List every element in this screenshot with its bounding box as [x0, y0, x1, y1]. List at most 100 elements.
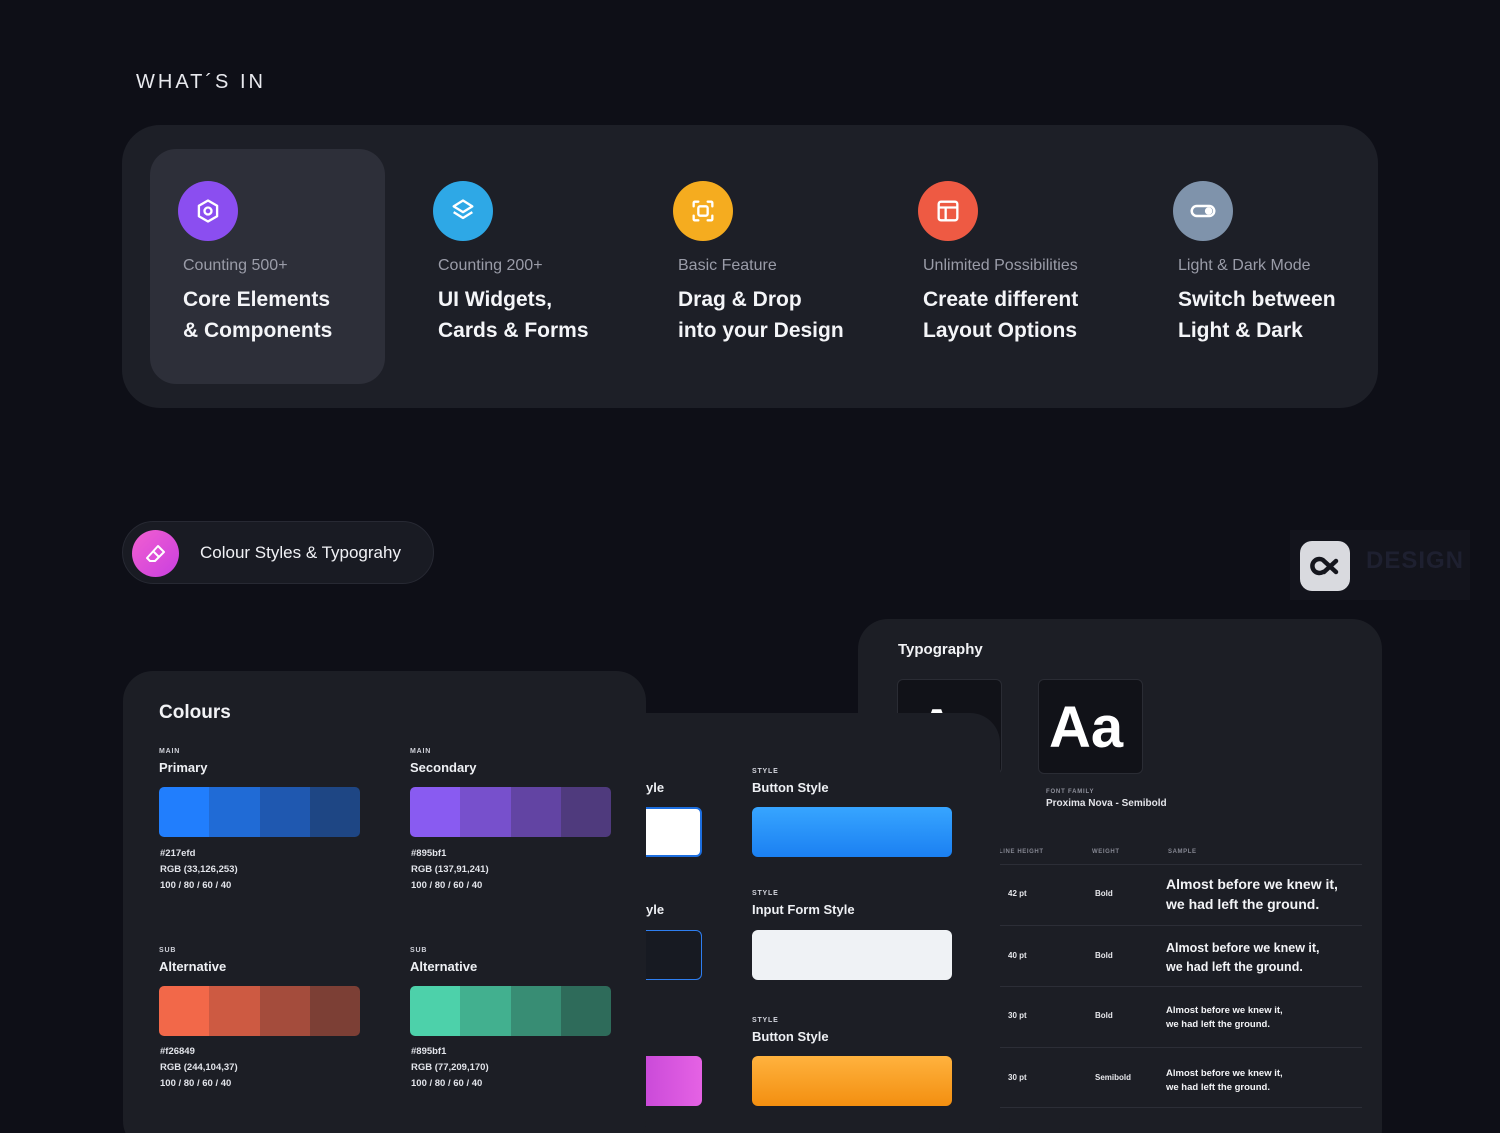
colour-name: Secondary — [410, 760, 477, 775]
feature-title-line: Cards & Forms — [438, 319, 589, 342]
style-title: Button Style — [752, 780, 829, 795]
sample-line: we had left the ground. — [1166, 1019, 1270, 1030]
shade-swatch[interactable] — [460, 986, 511, 1036]
hexagon-nut-icon — [178, 181, 238, 241]
primary-button-preview[interactable] — [752, 807, 952, 857]
feature-title-line: Core Elements — [183, 288, 331, 311]
column-header-weight: WEIGHT — [1092, 849, 1120, 855]
shade-swatch[interactable] — [560, 787, 611, 837]
line-height-value: 40 pt — [1008, 951, 1027, 960]
glyph-sample: Aa — [1049, 695, 1124, 760]
shade-swatch[interactable] — [410, 787, 461, 837]
shade-swatch[interactable] — [209, 787, 260, 837]
shade-swatch[interactable] — [159, 986, 210, 1036]
rgb-value: RGB (244,104,37) — [160, 1062, 238, 1073]
shade-swatch[interactable] — [410, 986, 461, 1036]
gradient-button-preview[interactable] — [640, 1056, 702, 1106]
feature-title-line: UI Widgets, — [438, 288, 553, 311]
feature-subtitle: Counting 500+ — [183, 257, 288, 274]
colour-group-label: MAIN — [410, 748, 432, 755]
feature-subtitle: Counting 200+ — [438, 257, 543, 274]
line-height-value: 42 pt — [1008, 889, 1027, 898]
feature-title-line: Switch between — [1178, 288, 1336, 311]
rgb-value: RGB (137,91,241) — [411, 864, 489, 875]
typography-title: Typography — [898, 641, 983, 658]
sample-line: Almost before we knew it, — [1166, 941, 1320, 955]
font-family-value: Proxima Nova - Semibold — [1046, 798, 1167, 809]
feature-ui-widgets[interactable]: Counting 200+ UI Widgets, Cards & Forms — [433, 181, 589, 346]
feature-title: Drag & Drop into your Design — [678, 284, 844, 346]
orange-button-preview[interactable] — [752, 1056, 952, 1106]
shade-swatch[interactable] — [460, 787, 511, 837]
sample-line: we had left the ground. — [1166, 896, 1320, 912]
feature-layout-options[interactable]: Unlimited Possibilities Create different… — [918, 181, 1078, 346]
hex-value: #895bf1 — [411, 848, 447, 859]
sample-line: Almost before we knew it, — [1166, 876, 1338, 892]
table-row: 40 pt Bold Almost before we knew it, we … — [998, 925, 1362, 986]
feature-subtitle: Light & Dark Mode — [1178, 257, 1311, 274]
shade-swatch[interactable] — [560, 986, 611, 1036]
shade-swatch[interactable] — [309, 787, 360, 837]
brand-watermark: DESIGN — [1366, 547, 1465, 574]
shade-swatch[interactable] — [309, 986, 360, 1036]
palette-secondary — [410, 787, 611, 837]
colour-info: #895bf1 RGB (137,91,241) 100 / 80 / 60 /… — [411, 846, 489, 894]
brand-logo: DESIGN — [1290, 530, 1470, 600]
colour-styles-pill[interactable]: Colour Styles & Typograhy — [122, 521, 434, 584]
colour-info: #895bf1 RGB (77,209,170) 100 / 80 / 60 /… — [411, 1044, 489, 1092]
shade-swatch[interactable] — [510, 986, 561, 1036]
feature-title-line: Layout Options — [923, 319, 1077, 342]
eraser-icon — [132, 530, 179, 577]
sample-text: Almost before we knew it, we had left th… — [1166, 1004, 1283, 1032]
outline-button-preview[interactable] — [640, 807, 702, 857]
rgb-value: RGB (33,126,253) — [160, 864, 238, 875]
style-title-partial: yle — [646, 780, 665, 795]
sample-line: we had left the ground. — [1166, 1082, 1270, 1093]
pill-label: Colour Styles & Typograhy — [200, 543, 401, 562]
shade-swatch[interactable] — [510, 787, 561, 837]
column-header-line-height: LINE HEIGHT — [999, 849, 1044, 855]
line-height-value: 30 pt — [1008, 1011, 1027, 1020]
focus-frame-icon — [673, 181, 733, 241]
palette-alternative-green — [410, 986, 611, 1036]
sample-text: Almost before we knew it, we had left th… — [1166, 939, 1320, 977]
brand-logo-icon — [1300, 541, 1350, 591]
feature-light-dark[interactable]: Light & Dark Mode Switch between Light &… — [1173, 181, 1336, 346]
toggle-icon — [1173, 181, 1233, 241]
style-title: Input Form Style — [752, 902, 855, 917]
palette-primary — [159, 787, 360, 837]
sample-line: we had left the ground. — [1166, 960, 1303, 974]
feature-title: Switch between Light & Dark — [1178, 284, 1336, 346]
feature-title-line: & Components — [183, 319, 333, 342]
sample-line: Almost before we knew it, — [1166, 1068, 1283, 1079]
table-row: 30 pt Semibold Almost before we knew it,… — [998, 1047, 1362, 1108]
hex-value: #f26849 — [160, 1046, 195, 1057]
dark-input-preview[interactable] — [640, 930, 702, 980]
feature-drag-drop[interactable]: Basic Feature Drag & Drop into your Desi… — [673, 181, 844, 346]
layout-icon — [918, 181, 978, 241]
feature-title-line: Light & Dark — [1178, 319, 1303, 342]
colour-name: Primary — [159, 760, 208, 775]
palette-alternative-orange — [159, 986, 360, 1036]
shade-swatch[interactable] — [209, 986, 260, 1036]
feature-core-elements[interactable]: Counting 500+ Core Elements & Components — [178, 181, 332, 346]
shade-swatch[interactable] — [259, 986, 310, 1036]
weight-value: Bold — [1095, 1011, 1113, 1020]
colours-title: Colours — [159, 702, 231, 723]
feature-title-line: Drag & Drop — [678, 288, 802, 311]
rgb-value: RGB (77,209,170) — [411, 1062, 489, 1073]
layers-icon — [433, 181, 493, 241]
colours-card — [123, 671, 646, 1133]
hex-value: #895bf1 — [411, 1046, 447, 1057]
input-field-preview[interactable] — [752, 930, 952, 980]
shade-swatch[interactable] — [259, 787, 310, 837]
feature-title: Create different Layout Options — [923, 284, 1078, 346]
style-title: Button Style — [752, 1029, 829, 1044]
shade-swatch[interactable] — [159, 787, 210, 837]
colour-group-label: SUB — [410, 947, 428, 954]
colour-info: #f26849 RGB (244,104,37) 100 / 80 / 60 /… — [160, 1044, 238, 1092]
feature-subtitle: Basic Feature — [678, 257, 777, 274]
colour-group-label: SUB — [159, 947, 177, 954]
font-family-label: FONT FAMILY — [1046, 789, 1095, 795]
style-title-partial: yle — [646, 902, 665, 917]
